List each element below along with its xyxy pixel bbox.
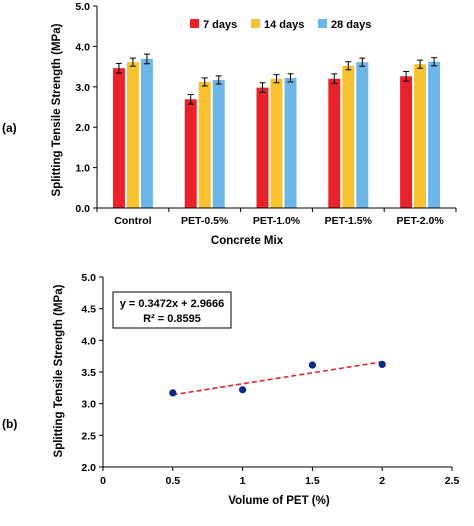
scatter-chart-y-axis-label: Splitting Tensile Strength (MPa) — [53, 284, 65, 457]
y-tick-label: 4.0 — [81, 335, 96, 347]
bar-chart: 0.0 1.0 2.0 3.0 4.0 5.0 Control PET-0.5% PET-1.… — [51, 1, 457, 247]
scatter-point — [239, 386, 247, 394]
bar-chart-x-axis-label: Concrete Mix — [211, 235, 284, 247]
x-tick-label: 0 — [100, 475, 106, 487]
panel-label-b: (b) — [2, 417, 17, 431]
legend-label: 7 days — [203, 19, 237, 31]
y-tick-label: 1.0 — [75, 163, 90, 175]
bar — [198, 81, 211, 208]
x-tick-label: 1.5 — [305, 475, 320, 487]
bar-chart-axes — [93, 5, 457, 212]
y-tick-label: 2.0 — [75, 122, 90, 134]
x-tick-label: 1 — [240, 475, 246, 487]
scatter-point — [378, 360, 386, 368]
scatter-chart-x-ticks: 0 0.5 1 1.5 2 2.5 — [100, 475, 459, 487]
y-tick-label: 5.0 — [75, 1, 90, 13]
x-tick-label: PET-1.0% — [253, 215, 301, 227]
bar — [356, 62, 369, 208]
x-tick-label: 0.5 — [165, 475, 180, 487]
scatter-point — [169, 389, 177, 397]
x-tick-label: Control — [114, 215, 151, 227]
scatter-point — [308, 361, 316, 369]
trendline — [172, 361, 383, 396]
scatter-chart-y-ticks: 2.0 2.5 3.0 3.5 4.0 4.5 5.0 — [81, 272, 96, 474]
equation-box: y = 0.3472x + 2.9666 R² = 0.8595 — [112, 291, 232, 329]
y-tick-label: 5.0 — [81, 272, 96, 284]
bar — [428, 61, 441, 208]
legend-label: 28 days — [331, 19, 371, 31]
y-tick-label: 0.0 — [75, 203, 90, 215]
scatter-chart-axes — [99, 276, 453, 471]
bar — [126, 62, 139, 208]
x-tick-label: PET-2.0% — [396, 215, 444, 227]
y-tick-label: 4.0 — [75, 41, 90, 53]
x-tick-label: PET-1.5% — [325, 215, 373, 227]
legend-swatch — [318, 19, 327, 28]
legend-swatch — [251, 19, 260, 28]
equation-box-frame — [112, 291, 232, 329]
y-tick-label: 4.5 — [81, 304, 96, 316]
bar — [184, 99, 197, 208]
bar — [112, 68, 125, 208]
x-tick-label: 2 — [379, 475, 385, 487]
bar-chart-y-axis-label: Splitting Tensile Strength (MPa) — [51, 23, 63, 196]
bar — [212, 79, 225, 208]
trendline-group — [172, 361, 383, 396]
legend-swatch — [190, 19, 199, 28]
bar — [328, 78, 341, 208]
y-tick-label: 3.0 — [75, 82, 90, 94]
bar — [414, 64, 427, 209]
trendline-equation: y = 0.3472x + 2.9666 — [120, 298, 225, 310]
bar — [140, 58, 153, 209]
panel-label-a: (a) — [2, 121, 17, 135]
scatter-points — [169, 360, 386, 397]
bar — [256, 87, 269, 208]
x-tick-label: PET-0.5% — [181, 215, 229, 227]
y-tick-label: 2.0 — [81, 462, 96, 474]
y-tick-label: 2.5 — [81, 430, 96, 442]
scatter-chart: 2.0 2.5 3.0 3.5 4.0 4.5 5.0 0 0.5 1 1.5 2 2.5 y = 0… — [53, 272, 459, 507]
bar — [284, 77, 297, 208]
bar-chart-legend: 7 days 14 days 28 days — [190, 19, 371, 31]
y-tick-label: 3.5 — [81, 367, 96, 379]
bar-group — [112, 53, 441, 209]
bar — [400, 76, 413, 209]
legend-label: 14 days — [264, 19, 304, 31]
bar-chart-x-ticks: Control PET-0.5% PET-1.0% PET-1.5% PET-2.0% — [114, 215, 444, 227]
r-squared-label: R² = 0.8595 — [143, 313, 201, 325]
bar — [270, 78, 283, 208]
scatter-chart-x-axis-label: Volume of PET (%) — [228, 495, 330, 507]
x-tick-label: 2.5 — [445, 475, 460, 487]
bar — [342, 65, 355, 209]
y-tick-label: 3.0 — [81, 399, 96, 411]
bar-chart-y-ticks: 0.0 1.0 2.0 3.0 4.0 5.0 — [75, 1, 90, 215]
